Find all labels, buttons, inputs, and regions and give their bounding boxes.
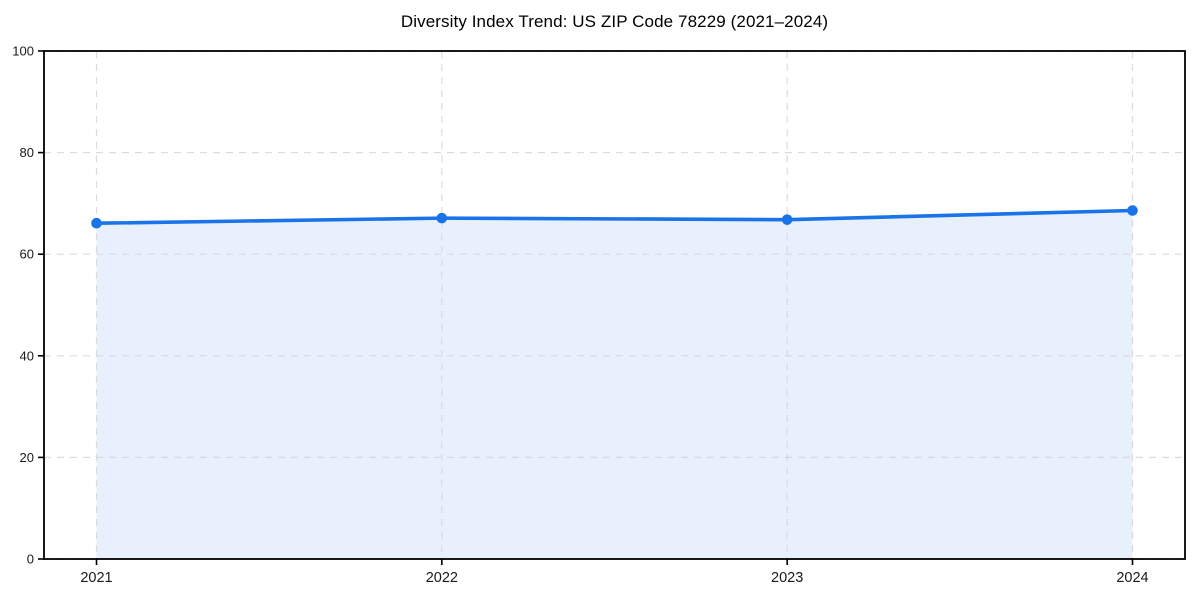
x-tick-label: 2021: [80, 570, 112, 586]
y-tick-label: 20: [20, 450, 34, 465]
x-tick-label: 2023: [771, 570, 803, 586]
data-point-2022: [436, 212, 448, 224]
data-point-2023: [781, 214, 793, 225]
y-tick-label: 80: [20, 145, 34, 160]
trend-line: [94, 208, 1135, 226]
x-tick-label: 2024: [1116, 570, 1148, 586]
y-tick-label: 0: [27, 552, 34, 567]
y-tick-label: 40: [20, 348, 34, 363]
data-point-2024: [1127, 205, 1138, 216]
axis-spines: [43, 50, 1186, 560]
x-tick-label: 2022: [426, 570, 458, 586]
data-point-2021: [91, 217, 102, 229]
area-fill: [96, 210, 1133, 559]
y-tick-label: 60: [20, 247, 34, 262]
chart-title: Diversity Index Trend: US ZIP Code 78229…: [400, 12, 829, 31]
y-tick-label: 100: [12, 44, 34, 59]
